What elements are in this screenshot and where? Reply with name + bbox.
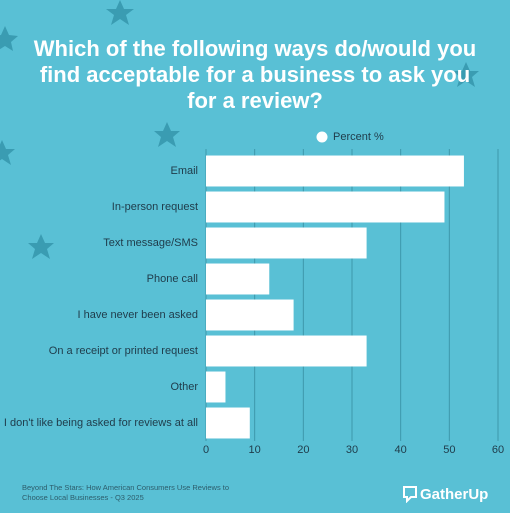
x-tick-label: 10 xyxy=(249,444,261,456)
x-tick-label: 20 xyxy=(297,444,309,456)
star xyxy=(154,122,180,147)
y-tick-label: Phone call xyxy=(147,273,198,285)
y-tick-label: Text message/SMS xyxy=(103,237,198,249)
x-tick-label: 0 xyxy=(203,444,209,456)
y-tick-label: I have never been asked xyxy=(78,309,198,321)
y-tick-label: Other xyxy=(170,381,198,393)
decoration xyxy=(0,0,479,259)
y-tick-label: I don't like being asked for reviews at … xyxy=(4,417,198,429)
star xyxy=(453,62,479,87)
y-tick-label: On a receipt or printed request xyxy=(49,345,198,357)
star xyxy=(28,234,54,259)
x-tick-label: 50 xyxy=(443,444,455,456)
x-tick-label: 40 xyxy=(395,444,407,456)
x-tick-label: 30 xyxy=(346,444,358,456)
brand: GatherUp xyxy=(420,486,489,503)
bar xyxy=(206,299,294,331)
bar xyxy=(206,191,445,223)
legend-swatch xyxy=(316,131,328,143)
source-note: Beyond The Stars: How American Consumers… xyxy=(22,483,230,502)
star xyxy=(0,26,18,51)
legend-label: Percent % xyxy=(333,131,384,143)
bar xyxy=(206,335,367,367)
bar xyxy=(206,155,464,187)
y-tick-label: In-person request xyxy=(112,201,198,213)
y-tick-label: Email xyxy=(170,165,198,177)
bar xyxy=(206,227,367,259)
chart-title: Which of the following ways do/would you… xyxy=(33,36,477,113)
logo-icon xyxy=(403,486,417,503)
bar xyxy=(206,371,226,403)
star xyxy=(106,0,134,25)
bar xyxy=(206,407,250,439)
bar xyxy=(206,263,270,295)
star xyxy=(0,140,15,165)
x-tick-label: 60 xyxy=(492,444,504,456)
